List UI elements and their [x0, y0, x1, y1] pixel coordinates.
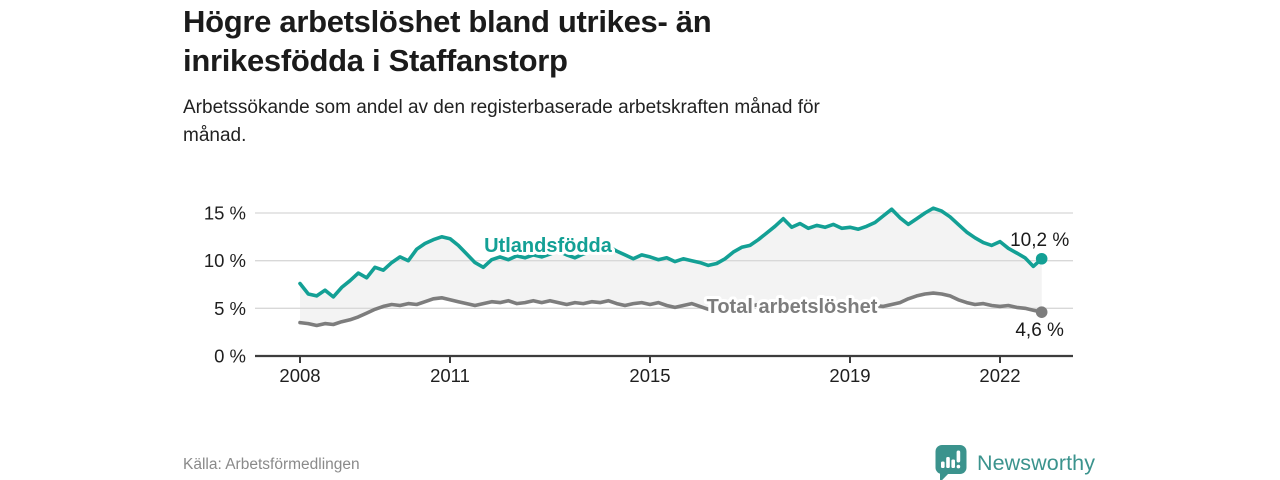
source-label: Källa: Arbetsförmedlingen — [183, 456, 360, 473]
end-value-label-total-arbetsl-shet: 4,6 % — [1015, 320, 1064, 341]
series-line-total-arbetsl-shet — [298, 291, 1044, 328]
title-line-2: inrikesfödda i Staffanstorp — [183, 43, 568, 78]
subtitle-line-2: månad. — [183, 125, 247, 146]
newsworthy-wordmark: Newsworthy — [977, 451, 1096, 475]
y-tick-label-0: 0 % — [214, 346, 246, 367]
series-line-utlandsf-dda — [298, 206, 1044, 299]
x-tick-label-2011: 2011 — [430, 365, 470, 386]
subtitle-line-1: Arbetssökande som andel av den registerb… — [183, 97, 820, 118]
x-tick-label-2019: 2019 — [829, 365, 870, 386]
chart-bubble-icon — [935, 445, 967, 480]
x-tick-label-2015: 2015 — [629, 365, 670, 386]
page-title: Högre arbetslöshet bland utrikes- än inr… — [183, 2, 820, 80]
y-tick-label-10: 10 % — [204, 250, 246, 271]
y-tick-label-5: 5 % — [214, 298, 246, 319]
end-value-label-utlandsf-dda: 10,2 % — [1010, 230, 1069, 251]
series-label-utlandsf-dda: Utlandsfödda — [484, 235, 613, 257]
chart-subtitle: Arbetssökande som andel av den registerb… — [183, 94, 820, 150]
newsworthy-logo[interactable]: Newsworthy — [933, 444, 1095, 480]
x-tick-label-2008: 2008 — [279, 365, 320, 386]
x-tick-label-2022: 2022 — [979, 365, 1020, 386]
y-tick-label-15: 15 % — [204, 203, 246, 224]
series-band — [300, 208, 1042, 326]
series-label-total-arbetsl-shet: Total arbetslöshet — [707, 296, 878, 318]
title-line-1: Högre arbetslöshet bland utrikes- än — [183, 4, 712, 39]
end-dot-total-arbetsl-shet — [1035, 306, 1048, 318]
chart-header: Högre arbetslöshet bland utrikes- än inr… — [183, 2, 820, 150]
end-dot-utlandsf-dda — [1035, 252, 1048, 265]
